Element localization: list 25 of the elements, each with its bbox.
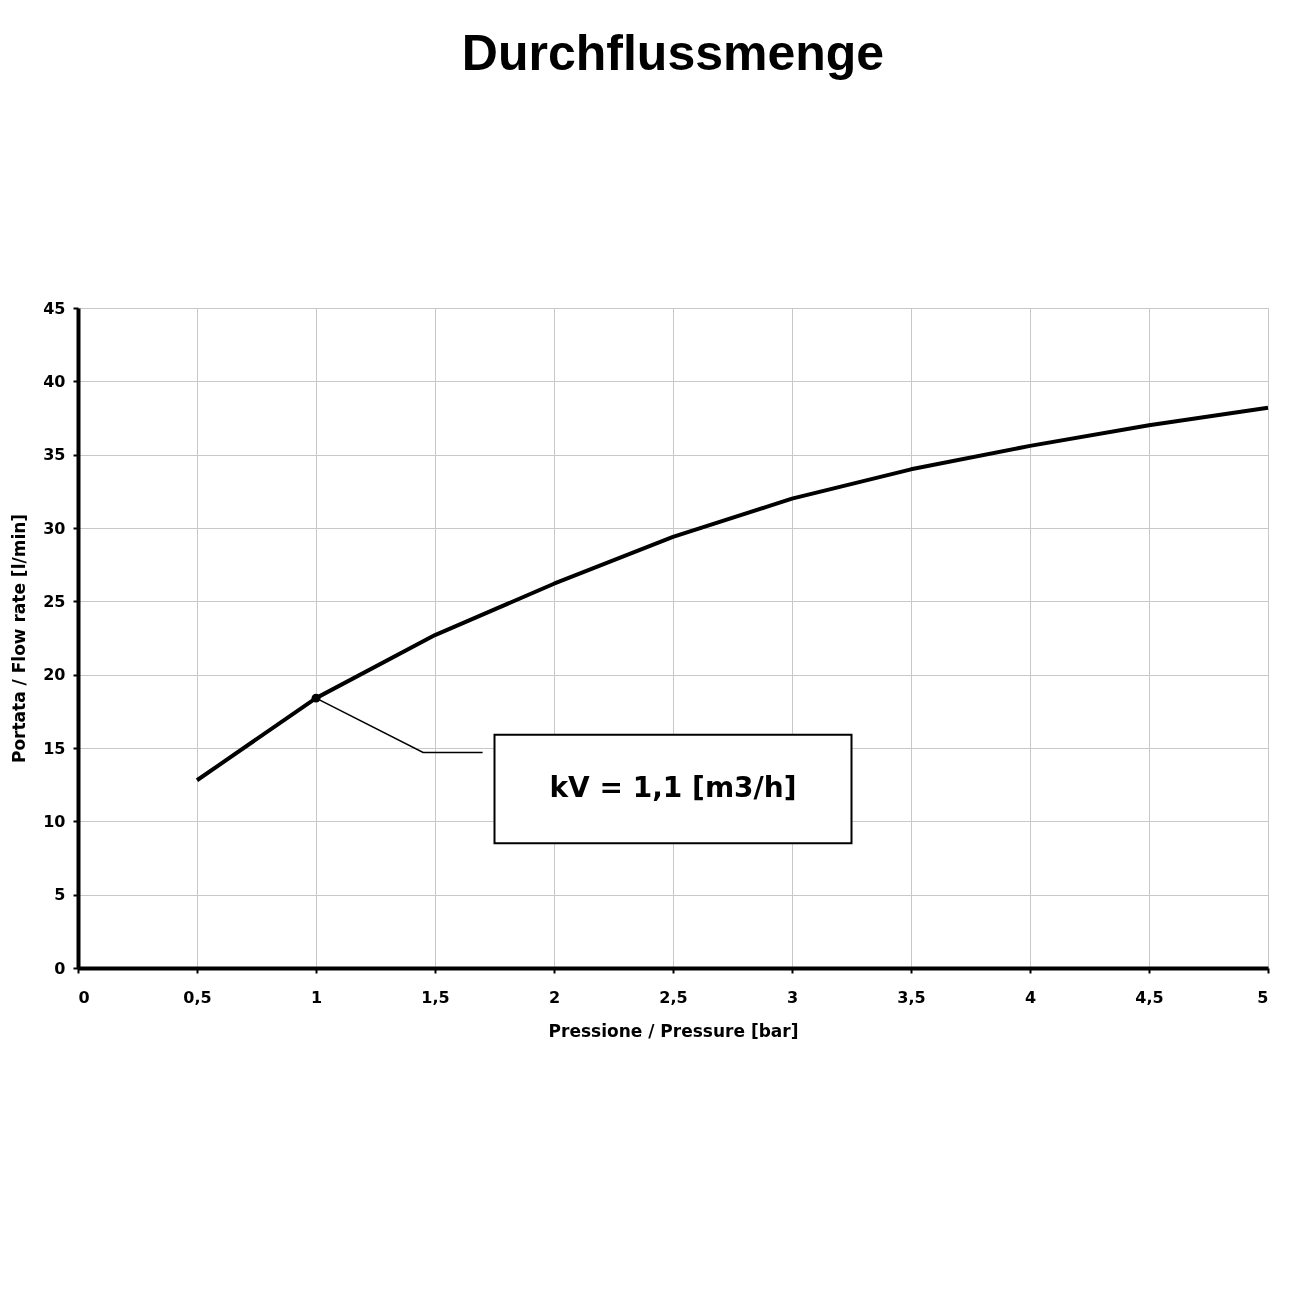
y-tick-label: 35	[43, 445, 66, 465]
x-tick-label: 1,5	[421, 987, 450, 1007]
y-tick-label: 25	[43, 591, 66, 611]
y-tick-label: 0	[54, 958, 66, 978]
y-tick-label: 15	[43, 738, 66, 758]
x-tick-label: 3	[786, 987, 799, 1007]
y-tick-label: 40	[43, 371, 66, 391]
x-tick-label: 4	[1024, 987, 1037, 1007]
x-tick-label: 0	[78, 987, 90, 1007]
y-tick-label: 30	[43, 518, 66, 538]
annotation: kV = 1,1 [m3/h]	[549, 771, 797, 805]
x-axis-title: Pressione / Pressure [bar]	[548, 1020, 799, 1041]
chart-title: Durchflussmenge	[461, 25, 885, 81]
y-axis-title: Portata / Flow rate [l/min]	[9, 513, 30, 764]
x-tick-label: 2,5	[659, 987, 688, 1007]
y-tick-label: 20	[43, 665, 66, 685]
y-tick-label: 45	[43, 298, 66, 318]
y-tick-label: 5	[54, 885, 66, 905]
x-tick-label: 3,5	[897, 987, 926, 1007]
x-tick-label: 5	[1257, 987, 1269, 1007]
x-tick-label: 1	[310, 987, 323, 1007]
x-tick-label: 2	[548, 987, 561, 1007]
x-tick-label: 0,5	[183, 987, 212, 1007]
x-tick-label: 4,5	[1135, 987, 1164, 1007]
y-tick-label: 10	[43, 811, 66, 831]
